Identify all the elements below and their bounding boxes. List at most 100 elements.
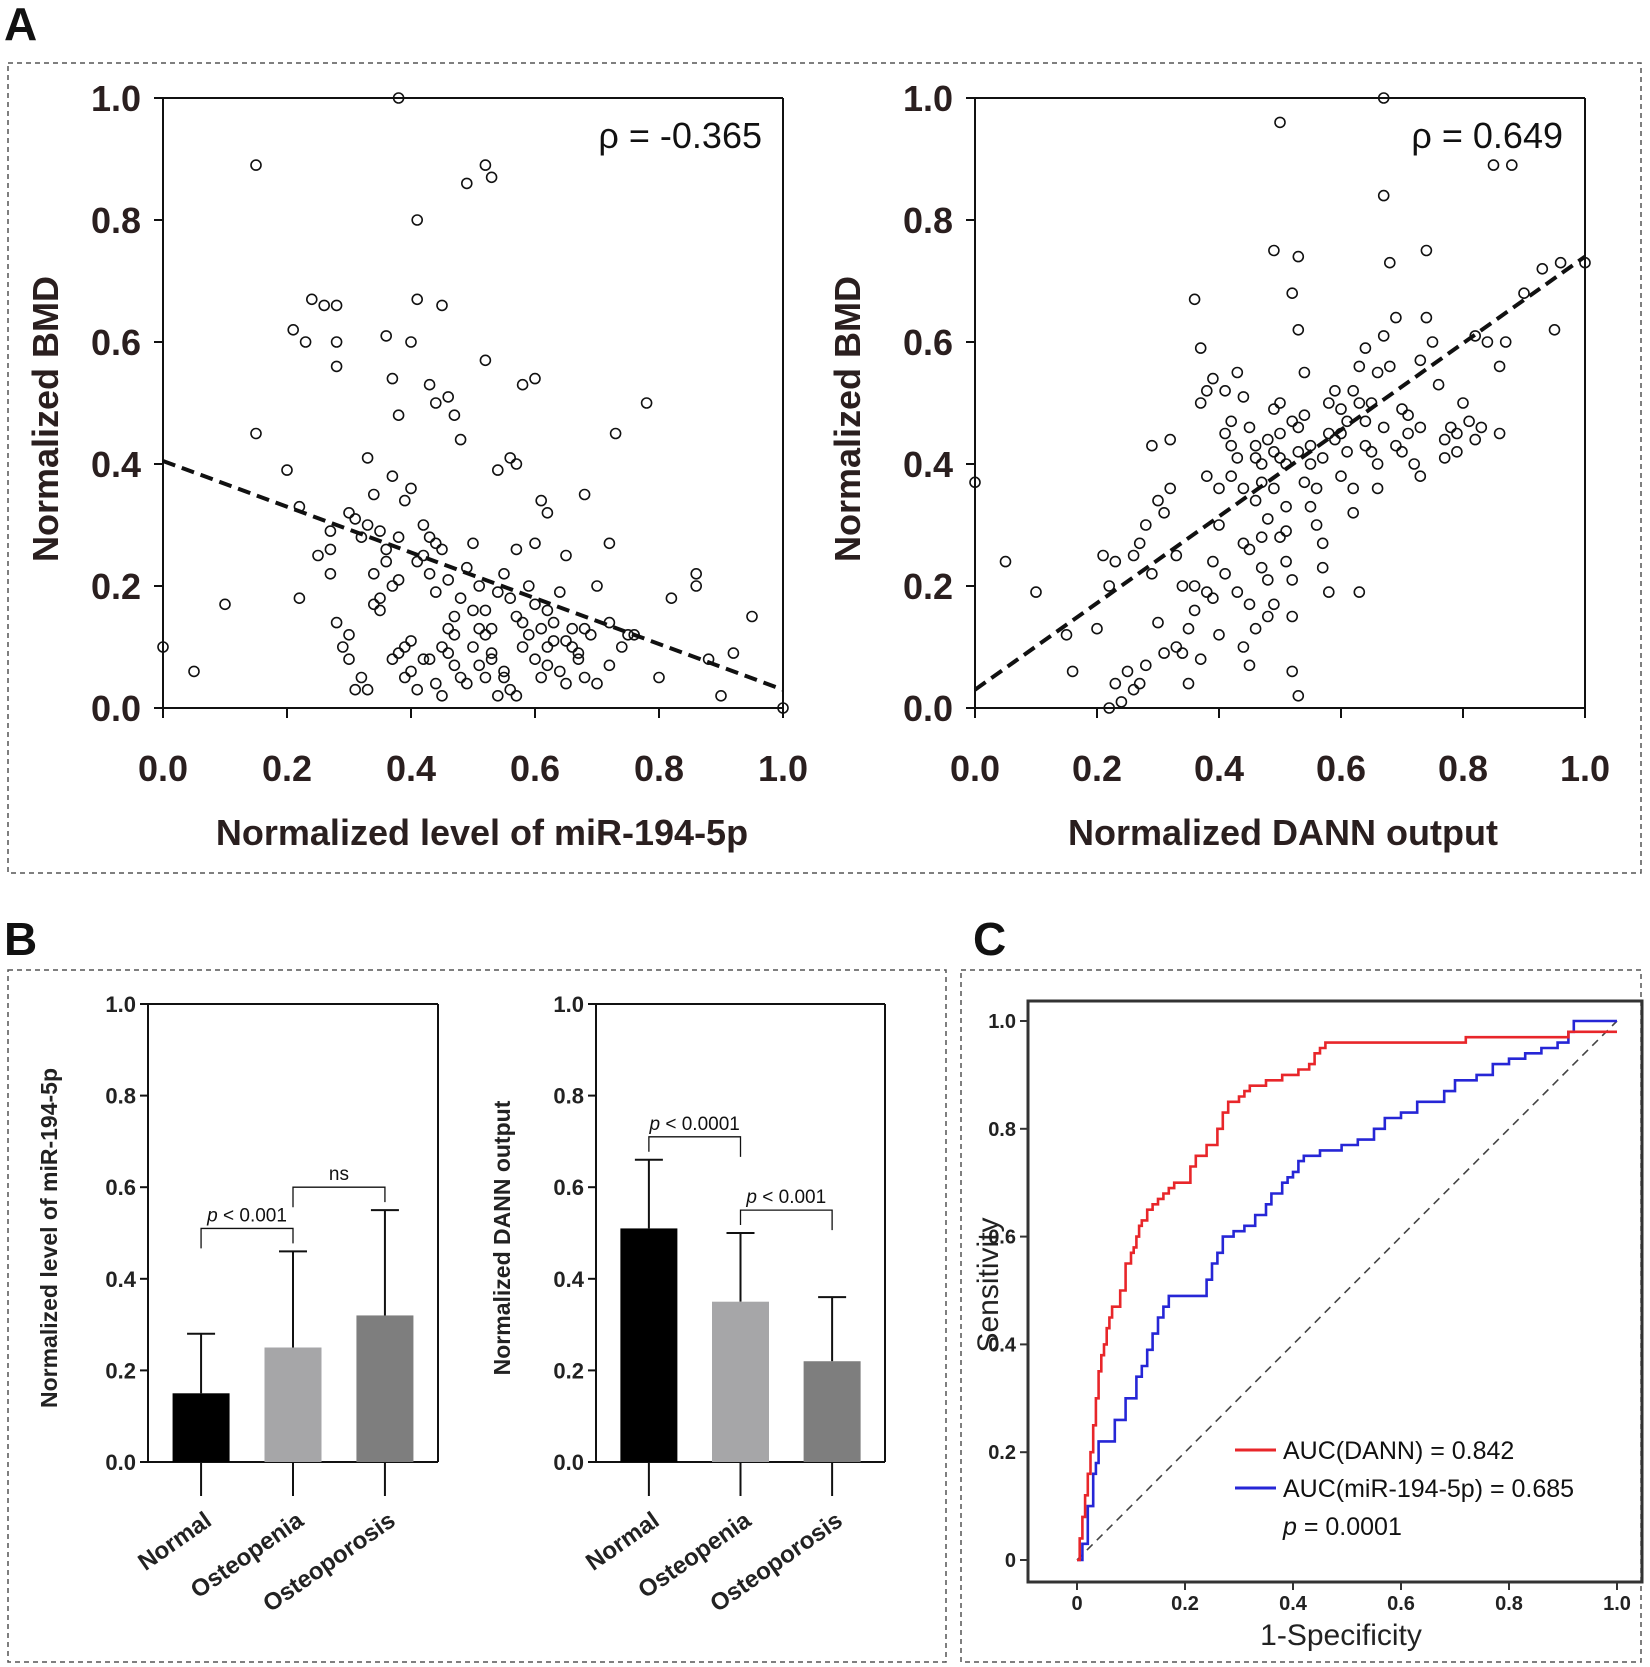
scatter-dann-point: [1249, 622, 1262, 635]
scatter-dann-point: [1201, 384, 1213, 397]
scatter-dann-point: [1292, 689, 1305, 702]
scatter-mir-point: [578, 622, 591, 635]
legend-p-rest: = 0.0001: [1297, 1513, 1402, 1541]
scatter-mir-point: [479, 354, 492, 367]
bar-dann-bar-osteopenia: [712, 1301, 769, 1462]
bar-mir-bar-osteopenia: [264, 1347, 322, 1462]
scatter-dann-point: [1225, 415, 1237, 428]
bar-mir-category-label: Normal: [133, 1507, 216, 1577]
scatter-mir-point: [460, 177, 473, 190]
bar-mir-ytick-label: 0.8: [105, 1084, 136, 1109]
scatter-mir-point: [318, 299, 331, 312]
scatter-mir-point: [460, 677, 473, 690]
scatter-dann-point: [1451, 445, 1463, 458]
roc-xtick-label: 0.8: [1495, 1593, 1523, 1615]
scatter-mir-ylabel: Normalized BMD: [25, 276, 66, 562]
bar-dann-bar-normal: [620, 1228, 678, 1462]
panel-c-frame: [960, 969, 1642, 1663]
scatter-dann-xtick-label: 0.8: [1438, 748, 1488, 789]
scatter-mir-point: [504, 592, 517, 605]
scatter-dann-ytick-label: 0.6: [903, 322, 953, 363]
scatter-mir-point: [603, 537, 616, 550]
scatter-mir-point: [324, 525, 337, 537]
scatter-mir-point: [560, 677, 572, 690]
scatter-mir-point: [392, 409, 405, 422]
scatter-mir-point: [535, 622, 548, 635]
scatter-mir-xtick-label: 0.0: [138, 748, 188, 789]
scatter-dann-point: [1536, 262, 1549, 275]
scatter-dann-point: [1115, 696, 1128, 708]
scatter-mir-point: [324, 567, 337, 580]
scatter-mir-point: [374, 525, 386, 537]
scatter-dann-point: [999, 555, 1012, 568]
bar-mir-ytick-label: 0.4: [105, 1267, 136, 1292]
scatter-dann-point: [1176, 647, 1189, 659]
scatter-dann-point: [1243, 659, 1256, 672]
scatter-mir-point: [405, 665, 417, 678]
scatter-mir-point: [529, 372, 541, 385]
scatter-dann-point: [1262, 433, 1274, 446]
scatter-mir-point: [510, 458, 523, 470]
scatter-dann-point: [1286, 415, 1298, 428]
scatter-mir-point: [566, 641, 579, 653]
scatter-mir-xtick-label: 0.2: [262, 748, 312, 789]
scatter-dann-point: [1426, 336, 1439, 348]
bar-dann-comparison-bracket: [648, 1136, 742, 1157]
roc-ytick-label: 1.0: [988, 1011, 1016, 1033]
scatter-mir-point: [622, 628, 634, 641]
scatter-dann-point: [1554, 256, 1567, 269]
scatter-mir-point: [522, 580, 535, 592]
scatter-mir-xtick-label: 1.0: [758, 748, 808, 789]
scatter-mir-point: [324, 543, 337, 556]
scatter-chart-mir: 0.0 0.2 0.4 0.6 0.8 1.0 0.0 0.2 0.4 0.6 0.8 1.0: [91, 78, 808, 789]
bar-dann-comparison-label: p < 0.0001: [649, 1114, 740, 1135]
scatter-dann-point: [1219, 384, 1231, 397]
scatter-dann-xtick-label: 1.0: [1560, 748, 1610, 789]
scatter-mir-xlabel: Normalized level of miR-194-5p: [216, 812, 748, 853]
scatter-mir-point: [529, 537, 541, 550]
scatter-mir-point: [529, 653, 541, 666]
scatter-dann-point: [1420, 244, 1433, 257]
scatter-dann-point: [1371, 366, 1384, 379]
scatter-mir-point: [287, 323, 300, 336]
scatter-dann-point: [1341, 415, 1353, 428]
scatter-dann-point: [1506, 159, 1518, 171]
scatter-mir-point: [541, 604, 554, 617]
scatter-mir-point: [578, 488, 591, 501]
scatter-dann-point: [1140, 519, 1152, 531]
scatter-dann-point: [1280, 525, 1292, 537]
scatter-mir-point: [485, 171, 498, 184]
scatter-mir-point: [448, 659, 461, 672]
scatter-dann-point: [1292, 250, 1305, 263]
scatter-dann-point: [1170, 549, 1183, 562]
bar-dann-ytick-label: 0.0: [553, 1450, 584, 1475]
scatter-mir-point: [330, 360, 343, 373]
scatter-mir-point: [336, 641, 349, 653]
scatter-mir-point: [653, 671, 665, 684]
scatter-mir-point: [665, 592, 678, 605]
scatter-dann-ytick-label: 0.8: [903, 200, 953, 241]
bar-mir-ytick-label: 1.0: [105, 992, 136, 1017]
scatter-mir-point: [467, 537, 479, 550]
scatter-dann-point: [1219, 567, 1231, 580]
scatter-dann-point: [1323, 397, 1335, 409]
scatter-dann-point: [1390, 439, 1402, 452]
bar-mir-ytick-label: 0.0: [105, 1450, 136, 1475]
scatter-dann-point: [1286, 574, 1298, 586]
bar-mir-ytick-label: 0.2: [105, 1358, 136, 1383]
scatter-dann-point: [1445, 421, 1457, 434]
scatter-mir-point: [380, 330, 393, 342]
legend-label-mir: AUC(miR-194-5p) = 0.685: [1283, 1475, 1574, 1503]
roc-xlabel: 1-Specificity: [1260, 1619, 1422, 1652]
scatter-mir-point: [361, 683, 374, 696]
scatter-dann-ytick-label: 0.4: [903, 444, 953, 485]
scatter-mir-point: [715, 689, 727, 702]
scatter-mir-point: [535, 671, 548, 684]
scatter-dann-point: [1262, 574, 1274, 586]
scatter-dann-xtick-label: 0.4: [1194, 748, 1244, 789]
bar-dann-comparison-label: p < 0.001: [745, 1187, 826, 1208]
scatter-dann-point: [1451, 427, 1463, 440]
scatter-mir-point: [374, 604, 386, 617]
scatter-mir-point: [312, 549, 324, 562]
scatter-mir-point: [541, 659, 554, 672]
